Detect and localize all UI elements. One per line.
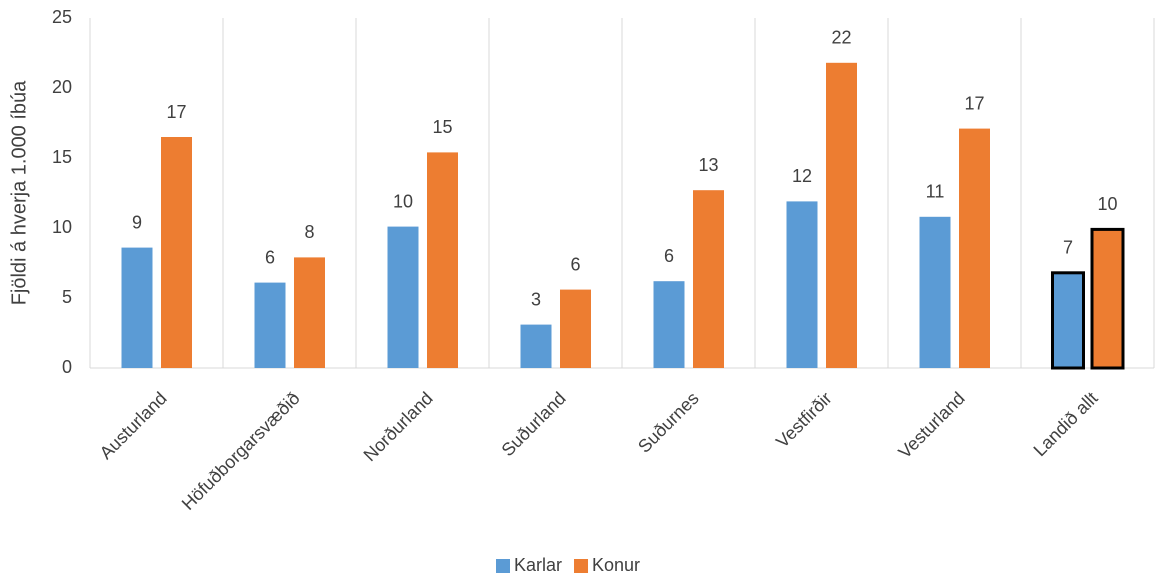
legend-label: Konur <box>592 555 640 575</box>
data-label: 10 <box>1097 194 1117 214</box>
y-tick-label: 5 <box>62 287 72 307</box>
y-axis-label: Fjöldi á hverja 1.000 íbúa <box>8 80 30 305</box>
bar <box>121 247 153 368</box>
y-tick-label: 10 <box>52 217 72 237</box>
x-tick-label: Landið allt <box>1030 388 1102 460</box>
data-label: 22 <box>831 28 851 48</box>
bar <box>294 257 325 368</box>
data-label: 6 <box>570 254 580 274</box>
bar <box>427 152 458 368</box>
legend-swatch <box>496 559 510 573</box>
x-tick-label: Suðurnes <box>634 388 703 457</box>
data-label: 11 <box>926 182 945 202</box>
x-tick-label: Vesturland <box>894 388 968 462</box>
x-tick-label: Suðurland <box>498 388 570 460</box>
x-tick-label: Austurland <box>96 388 171 463</box>
data-label: 8 <box>304 222 314 242</box>
x-tick-label: Norðurland <box>360 388 437 465</box>
data-label: 12 <box>792 166 812 186</box>
data-label: 15 <box>432 117 452 137</box>
bar <box>161 137 192 368</box>
data-label: 6 <box>265 247 275 267</box>
legend-label: Karlar <box>514 555 562 575</box>
bar <box>1090 227 1125 370</box>
y-tick-label: 20 <box>52 77 72 97</box>
data-label: 7 <box>1063 238 1073 258</box>
bar <box>693 190 724 368</box>
x-tick-label: Höfuðborgarsvæðið <box>178 388 304 514</box>
bar <box>826 62 857 369</box>
data-label: 9 <box>132 212 142 232</box>
x-tick-label: Vestfirðir <box>772 388 836 452</box>
legend-swatch <box>574 559 589 573</box>
y-tick-label: 25 <box>52 7 72 27</box>
data-label: 6 <box>664 246 674 266</box>
y-tick-label: 15 <box>52 147 72 167</box>
bar <box>1051 271 1085 370</box>
data-label: 13 <box>698 155 718 175</box>
bar <box>959 128 990 368</box>
data-label: 3 <box>531 289 541 309</box>
bar <box>560 289 591 368</box>
y-tick-label: 0 <box>62 357 72 377</box>
bar <box>520 324 552 368</box>
bar <box>254 282 286 368</box>
bar <box>387 226 419 368</box>
bar <box>786 201 818 368</box>
data-label: 10 <box>393 191 413 211</box>
bar <box>919 216 951 368</box>
data-label: 17 <box>166 102 186 122</box>
bar <box>653 281 685 368</box>
data-label: 17 <box>964 93 984 113</box>
